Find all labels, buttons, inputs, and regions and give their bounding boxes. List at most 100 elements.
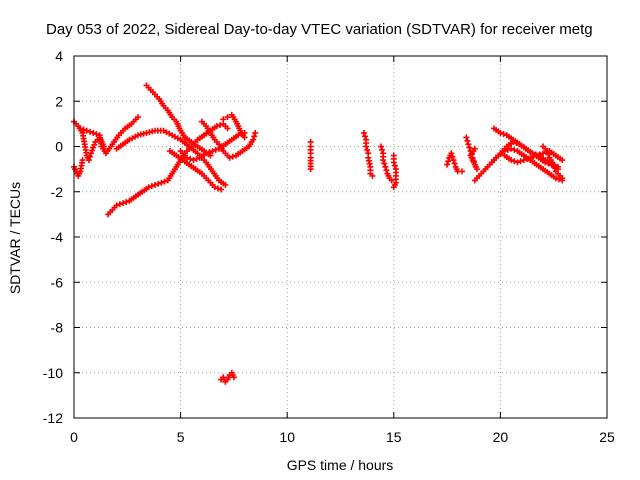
data-point	[183, 154, 190, 161]
data-point	[471, 145, 478, 152]
data-point	[91, 141, 98, 148]
series-arc-21	[501, 148, 566, 166]
data-point	[161, 178, 168, 185]
data-point	[511, 146, 518, 153]
marks	[71, 82, 566, 385]
data-point	[226, 154, 233, 161]
x-tick-label: 15	[386, 429, 402, 445]
data-point	[251, 133, 258, 140]
y-tick-label: -12	[43, 410, 63, 426]
data-point	[113, 202, 120, 209]
data-point	[134, 114, 141, 121]
data-point	[450, 157, 457, 164]
data-point	[390, 184, 397, 191]
data-point	[552, 175, 559, 182]
data-point	[517, 158, 524, 165]
data-point	[500, 131, 507, 138]
data-point	[85, 157, 92, 164]
data-point	[550, 161, 557, 168]
data-point	[158, 179, 165, 186]
series-arc-14	[378, 143, 395, 184]
data-point	[120, 200, 127, 207]
data-point	[559, 175, 566, 182]
series-arc-2	[71, 157, 86, 179]
y-tick-label: -10	[43, 365, 63, 381]
data-point	[497, 129, 504, 136]
data-point	[123, 198, 130, 205]
data-point	[212, 146, 219, 153]
y-tick-label: -6	[51, 274, 64, 290]
series-arc-7	[166, 148, 225, 193]
data-point	[213, 123, 220, 130]
data-point	[218, 186, 225, 193]
x-tick-label: 20	[493, 429, 509, 445]
x-tick-label: 0	[70, 429, 78, 445]
data-point	[508, 145, 515, 152]
data-point	[190, 157, 197, 164]
data-point	[230, 374, 237, 381]
data-point	[544, 148, 551, 155]
data-point	[229, 153, 236, 160]
data-point	[383, 167, 390, 174]
data-point	[448, 150, 455, 157]
data-point	[363, 143, 370, 150]
series-arc-11	[218, 369, 237, 385]
y-tick-label: 0	[55, 139, 63, 155]
data-point	[556, 176, 563, 183]
data-point	[390, 159, 397, 166]
data-point	[116, 201, 123, 208]
axes	[73, 55, 608, 419]
data-point	[551, 164, 558, 171]
data-point	[252, 129, 259, 136]
data-point	[380, 157, 387, 164]
data-point	[360, 129, 367, 136]
y-tick-label: -2	[51, 184, 64, 200]
x-tick-label: 10	[279, 429, 295, 445]
data-point	[224, 114, 231, 121]
data-point	[155, 180, 162, 187]
data-point	[559, 157, 566, 164]
data-point	[514, 159, 521, 166]
data-point	[465, 141, 472, 148]
plot-frame	[73, 55, 608, 419]
y-tick-label: -8	[51, 320, 64, 336]
series-arc-13	[360, 129, 376, 179]
data-point	[382, 163, 389, 170]
y-tick-label: -4	[51, 229, 64, 245]
series-arc-16	[444, 150, 466, 175]
chart-title: Day 053 of 2022, Sidereal Day-to-day VTE…	[46, 21, 593, 38]
data-point	[524, 155, 531, 162]
data-point	[89, 147, 96, 154]
data-point	[379, 146, 386, 153]
x-axis-label: GPS time / hours	[287, 457, 394, 473]
series-arc-9	[198, 118, 259, 161]
data-point	[536, 151, 543, 158]
data-point	[381, 160, 388, 167]
data-point	[224, 125, 231, 132]
data-point	[540, 150, 547, 157]
data-point	[545, 151, 552, 158]
y-tick-label: 2	[55, 93, 63, 109]
data-point	[250, 136, 257, 143]
data-point	[378, 143, 385, 150]
x-tick-label: 25	[599, 429, 615, 445]
data-point	[508, 157, 515, 164]
data-point	[529, 150, 536, 157]
data-point	[527, 154, 534, 161]
data-point	[369, 172, 376, 179]
data-point	[362, 133, 369, 140]
data-point	[217, 122, 224, 129]
data-point	[80, 126, 87, 133]
y-axis-label: SDTVAR / TECUs	[7, 182, 23, 294]
data-point	[444, 161, 451, 168]
data-point	[206, 149, 213, 156]
data-point	[530, 153, 537, 160]
data-point	[88, 150, 95, 157]
data-point	[214, 185, 221, 192]
data-point	[77, 125, 84, 132]
series-arc-5	[143, 82, 214, 159]
data-point	[451, 160, 458, 167]
data-point	[90, 144, 97, 151]
data-point	[209, 148, 216, 155]
